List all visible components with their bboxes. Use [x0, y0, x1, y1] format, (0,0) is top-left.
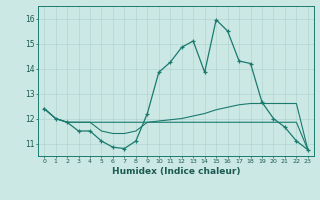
X-axis label: Humidex (Indice chaleur): Humidex (Indice chaleur) — [112, 167, 240, 176]
